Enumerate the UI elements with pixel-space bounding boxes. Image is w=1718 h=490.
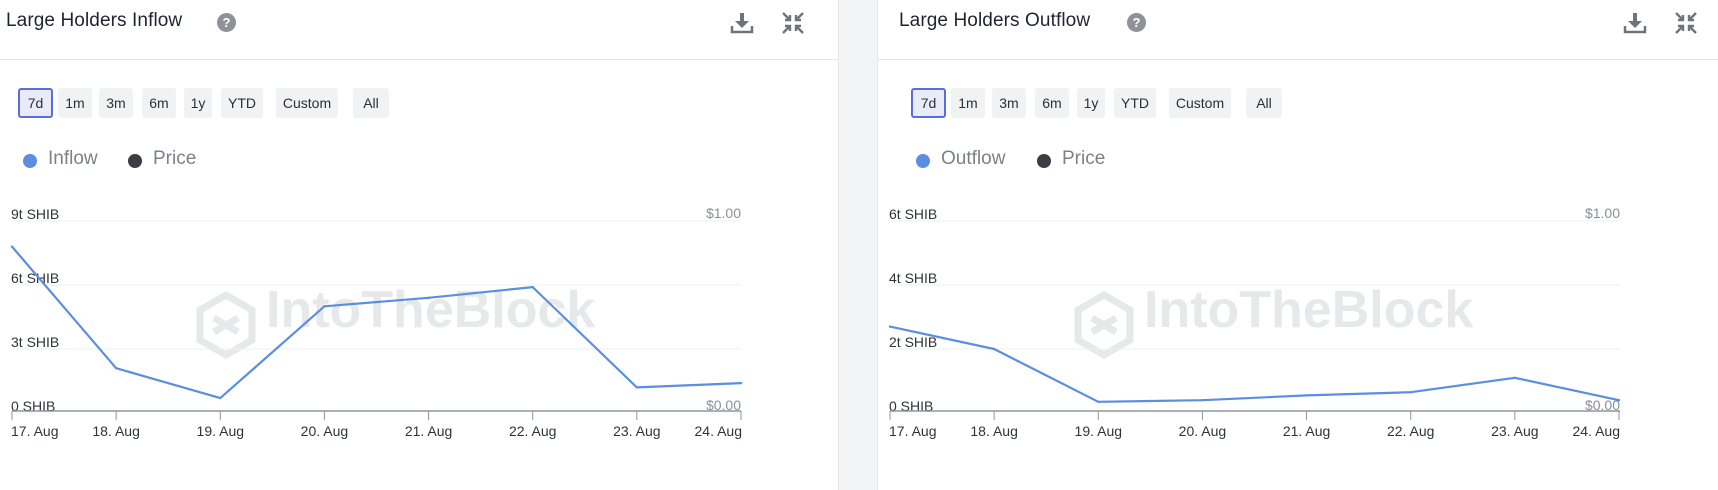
- range-ytd-button[interactable]: YTD: [1114, 88, 1156, 118]
- help-circle-icon[interactable]: ?: [1127, 13, 1146, 32]
- x-tick-label: 17. Aug: [11, 423, 59, 439]
- chart-title: Large Holders Outflow: [899, 10, 1091, 31]
- y2-tick-label: $1.00: [1585, 205, 1620, 221]
- legend-dot-outflow: [916, 154, 930, 168]
- outflow-line-chart: IntoTheBlock 6t SHIB 4t SHIB 2t SHIB 0 SHIB $…: [888, 205, 1621, 439]
- data-point: [427, 296, 430, 299]
- range-3m-button[interactable]: 3m: [992, 88, 1026, 118]
- range-7d-button[interactable]: 7d: [18, 88, 53, 118]
- download-icon[interactable]: [1622, 10, 1648, 36]
- range-1y-button[interactable]: 1y: [184, 88, 212, 118]
- range-6m-button[interactable]: 6m: [142, 88, 176, 118]
- legend-dot-inflow: [23, 154, 37, 168]
- data-point: [1617, 399, 1621, 402]
- y2-tick-label: $0.00: [706, 397, 741, 413]
- data-point: [992, 347, 996, 351]
- data-point: [1409, 391, 1412, 394]
- data-point: [1305, 394, 1308, 397]
- range-custom-button[interactable]: Custom: [276, 88, 338, 118]
- y-tick-label: 3t SHIB: [11, 334, 59, 350]
- range-6m-button[interactable]: 6m: [1035, 88, 1069, 118]
- y-tick-label: 0 SHIB: [11, 398, 55, 414]
- watermark-text: IntoTheBlock: [266, 281, 595, 339]
- x-tick-label: 24. Aug: [695, 423, 743, 439]
- collapse-icon[interactable]: [1673, 10, 1699, 36]
- watermark: IntoTheBlock: [1074, 281, 1473, 360]
- x-tick-label: 18. Aug: [92, 423, 140, 439]
- data-point: [114, 367, 118, 370]
- data-point: [888, 325, 892, 328]
- legend-item-inflow[interactable]: Inflow: [48, 148, 98, 169]
- y-tick-label: 6t SHIB: [889, 206, 937, 222]
- range-1m-button[interactable]: 1m: [951, 88, 985, 118]
- series-line-outflow: [889, 325, 1620, 403]
- range-all-button[interactable]: All: [1246, 88, 1282, 118]
- y-tick-label: 4t SHIB: [889, 270, 937, 286]
- watermark-text: IntoTheBlock: [1144, 281, 1473, 339]
- y-tick-label: 2t SHIB: [889, 334, 937, 350]
- x-tick-label: 23. Aug: [1491, 423, 1539, 439]
- series-line-inflow: [11, 245, 742, 400]
- range-7d-button[interactable]: 7d: [911, 88, 946, 118]
- data-point: [323, 305, 326, 308]
- data-point: [739, 381, 743, 385]
- x-tick-label: 23. Aug: [613, 423, 661, 439]
- range-3m-button[interactable]: 3m: [99, 88, 133, 118]
- legend-dot-price: [1037, 154, 1051, 168]
- y-tick-label: 9t SHIB: [11, 206, 59, 222]
- data-point: [1201, 399, 1204, 402]
- x-tick-label: 19. Aug: [197, 423, 245, 439]
- y-tick-label: 0 SHIB: [889, 398, 933, 414]
- legend-item-price[interactable]: Price: [1062, 148, 1106, 169]
- panel-divider: [838, 0, 878, 490]
- watermark-logo-icon: [196, 290, 256, 360]
- range-1y-button[interactable]: 1y: [1077, 88, 1105, 118]
- data-point: [219, 396, 222, 400]
- range-all-button[interactable]: All: [353, 88, 389, 118]
- y2-tick-label: $1.00: [706, 205, 741, 221]
- y2-tick-label: $0.00: [1585, 397, 1620, 413]
- x-tick-label: 21. Aug: [1283, 423, 1331, 439]
- outflow-panel: Large Holders Outflow ? 7d 1m 3m 6m 1y Y…: [878, 0, 1718, 490]
- panel-header: Large Holders Outflow ?: [878, 0, 1718, 60]
- range-ytd-button[interactable]: YTD: [221, 88, 263, 118]
- x-tick-label: 17. Aug: [889, 423, 937, 439]
- x-tick-label: 18. Aug: [970, 423, 1018, 439]
- inflow-panel: Large Holders Inflow ? 7d 1m 3m 6m 1y YT…: [0, 0, 838, 490]
- help-circle-icon[interactable]: ?: [217, 13, 236, 32]
- range-custom-button[interactable]: Custom: [1169, 88, 1231, 118]
- y-tick-label: 6t SHIB: [11, 270, 59, 286]
- watermark: IntoTheBlock: [196, 281, 595, 360]
- x-tick-label: 22. Aug: [1387, 423, 1435, 439]
- x-tick-label: 22. Aug: [509, 423, 557, 439]
- data-point: [635, 386, 639, 389]
- data-point: [10, 245, 14, 248]
- data-point: [1513, 376, 1517, 379]
- data-point: [1097, 400, 1100, 403]
- panel-header: Large Holders Inflow ?: [0, 0, 838, 60]
- legend-item-price[interactable]: Price: [153, 148, 197, 169]
- watermark-logo-icon: [1074, 290, 1134, 360]
- inflow-line-chart: IntoTheBlock 9t SHIB 6t SHIB 3t SHIB 0 SHIB $…: [10, 205, 743, 439]
- x-tick-label: 20. Aug: [1179, 423, 1227, 439]
- collapse-icon[interactable]: [780, 10, 806, 36]
- x-tick-label: 24. Aug: [1573, 423, 1621, 439]
- x-tick-label: 19. Aug: [1075, 423, 1123, 439]
- legend-dot-price: [128, 154, 142, 168]
- legend-item-outflow[interactable]: Outflow: [941, 148, 1006, 169]
- x-tick-label: 21. Aug: [405, 423, 453, 439]
- range-1m-button[interactable]: 1m: [58, 88, 92, 118]
- x-tick-label: 20. Aug: [301, 423, 349, 439]
- chart-title: Large Holders Inflow: [6, 10, 183, 31]
- download-icon[interactable]: [729, 10, 755, 36]
- data-point: [531, 285, 534, 289]
